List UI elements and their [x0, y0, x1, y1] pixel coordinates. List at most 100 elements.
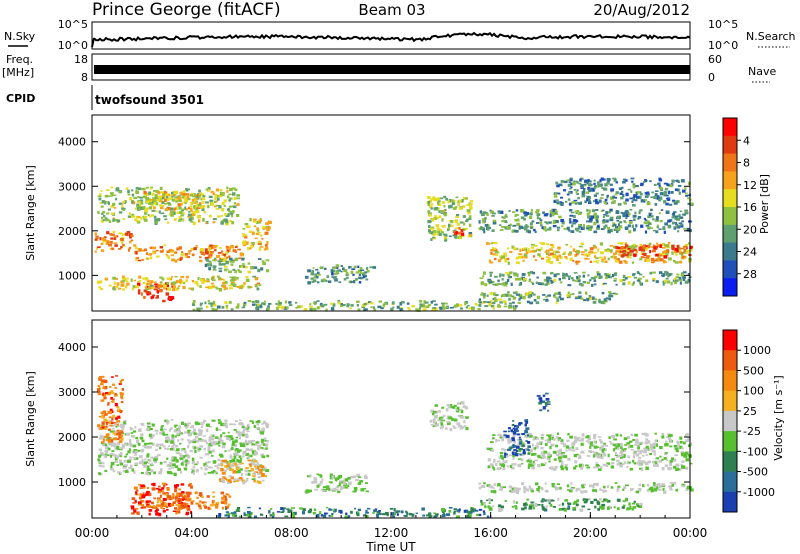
velocity-cell — [197, 450, 201, 452]
power-cell — [630, 190, 633, 193]
power-cell — [488, 303, 492, 307]
power-cell — [593, 221, 597, 226]
velocity-cell — [497, 433, 501, 437]
power-cell — [259, 234, 263, 237]
power-cell — [525, 292, 529, 296]
power-cell — [429, 220, 432, 223]
velocity-cell — [524, 436, 527, 438]
velocity-cell — [638, 483, 641, 487]
power-cell — [577, 213, 582, 216]
power-cell — [559, 201, 563, 204]
power-cell — [581, 253, 585, 256]
velocity-cell — [501, 456, 504, 460]
power-cell — [663, 190, 667, 193]
power-cell — [443, 195, 447, 199]
velocity-cell — [172, 456, 176, 460]
velocity-cell — [405, 510, 408, 513]
power-cell — [618, 260, 623, 264]
power-cell — [250, 244, 254, 248]
power-cell — [654, 203, 658, 206]
velocity-cell — [502, 467, 506, 471]
power-cell — [206, 305, 209, 309]
power-cell — [558, 278, 561, 281]
power-cell — [441, 231, 445, 234]
power-cell — [662, 260, 666, 264]
power-cell — [275, 303, 278, 305]
power-cell — [143, 190, 147, 195]
velocity-cell — [191, 471, 195, 474]
power-cell — [262, 226, 266, 229]
power-cell — [450, 220, 454, 224]
velocity-cell — [158, 512, 162, 517]
power-cell — [134, 218, 138, 222]
velocity-cell — [191, 457, 195, 462]
power-cell — [509, 223, 512, 227]
velocity-cell — [208, 443, 211, 446]
velocity-cell — [187, 491, 192, 495]
velocity-cell — [109, 408, 113, 412]
power-cell — [558, 296, 562, 299]
power-cell — [399, 308, 403, 311]
velocity-cell — [637, 461, 642, 464]
power-cell — [616, 230, 619, 233]
velocity-cell — [113, 437, 117, 441]
power-cell — [560, 180, 564, 183]
velocity-cell — [645, 454, 648, 456]
velocity-cell — [226, 468, 230, 471]
velocity-cell — [356, 513, 360, 517]
power-cell — [121, 233, 125, 236]
power-cell — [437, 200, 441, 203]
velocity-cell — [107, 454, 110, 457]
velocity-cell — [632, 506, 637, 509]
power-cell — [199, 248, 204, 251]
power-cell — [120, 283, 125, 287]
velocity-cell — [577, 456, 581, 460]
velocity-cell — [103, 418, 107, 422]
velocity-cell — [512, 489, 516, 493]
power-cell — [674, 217, 677, 221]
velocity-cell — [561, 452, 566, 454]
power-cell — [438, 210, 441, 213]
velocity-cell — [673, 465, 677, 469]
power-cell — [319, 302, 323, 306]
power-cell — [101, 200, 106, 204]
power-cell — [215, 287, 220, 290]
power-cell — [212, 269, 217, 271]
power-cell — [191, 198, 195, 202]
power-cell — [526, 212, 530, 215]
power-cell — [447, 227, 450, 231]
power-cell — [569, 293, 574, 296]
power-cell — [125, 285, 128, 289]
velocity-cell — [530, 502, 534, 506]
power-cell — [556, 273, 560, 276]
power-cell — [384, 302, 387, 305]
power-cell — [122, 218, 125, 220]
power-cell — [399, 302, 403, 306]
power-cell — [366, 270, 370, 273]
power-cell — [644, 199, 648, 202]
velocity-cell — [116, 445, 120, 450]
velocity-cell — [160, 431, 164, 433]
velocity-cell — [102, 392, 105, 396]
power-cell — [171, 191, 174, 195]
power-cell — [167, 207, 171, 211]
velocity-cell — [124, 433, 127, 436]
power-cell — [674, 188, 678, 192]
power-cell — [448, 235, 452, 237]
velocity-cell — [536, 504, 541, 506]
power-cell — [172, 198, 175, 201]
velocity-cell — [201, 421, 206, 424]
power-cell — [380, 307, 384, 310]
velocity-cell — [177, 508, 181, 511]
velocity-cell — [174, 484, 177, 487]
power-cell — [667, 225, 670, 229]
power-cell — [574, 180, 578, 183]
velocity-cell — [598, 439, 602, 442]
power-cell — [565, 273, 568, 276]
velocity-cell — [100, 380, 104, 384]
velocity-cell — [558, 437, 561, 439]
power-cell — [247, 246, 250, 251]
power-cell — [609, 275, 612, 279]
power-cell — [480, 226, 483, 230]
velocity-cell — [386, 513, 389, 517]
